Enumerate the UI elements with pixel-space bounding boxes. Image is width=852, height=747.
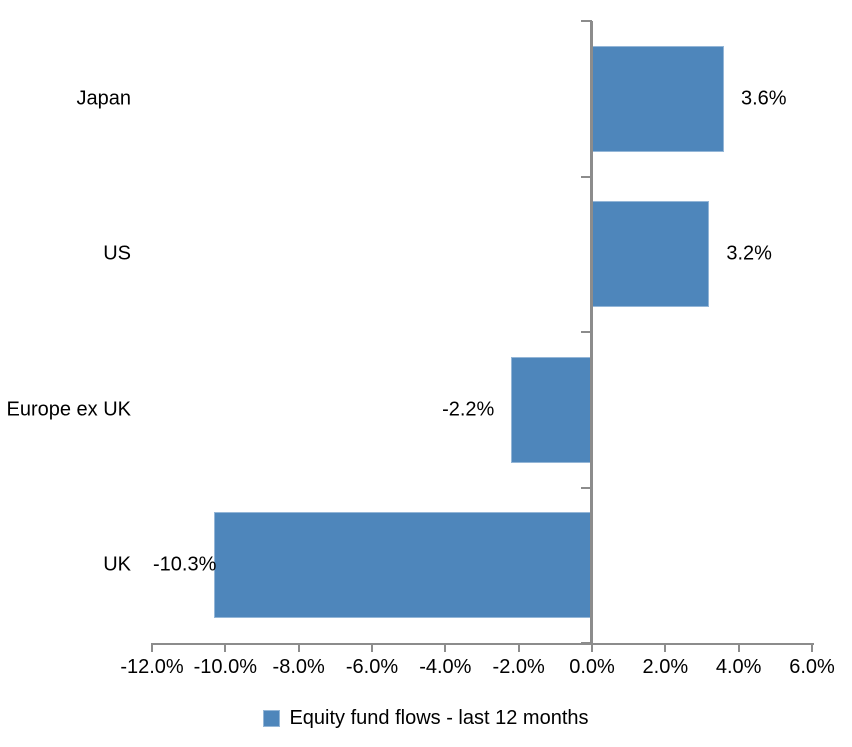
value-label-us: 3.2% <box>726 242 772 265</box>
x-axis-tick <box>224 643 227 652</box>
x-tick-label: -2.0% <box>492 656 545 678</box>
legend-color-swatch <box>263 710 281 727</box>
x-axis-tick <box>517 643 520 652</box>
x-axis-tick <box>737 643 740 652</box>
bar-us[interactable] <box>592 201 710 308</box>
category-axis-tick <box>581 486 592 489</box>
category-axis-tick <box>581 20 592 22</box>
x-tick-label: 2.0% <box>642 656 689 678</box>
x-tick-label: -10.0% <box>193 656 258 678</box>
x-axis-tick <box>444 643 447 652</box>
value-label-europe-ex-uk: -2.2% <box>442 398 495 421</box>
bar-europe-ex-uk[interactable] <box>511 356 592 463</box>
x-tick-label: -6.0% <box>345 656 399 678</box>
bar-japan[interactable] <box>592 45 724 152</box>
x-axis-tick <box>664 643 667 652</box>
legend-label: Equity fund flows - last 12 months <box>289 707 589 729</box>
category-axis-tick <box>581 331 592 333</box>
x-tick-label: 4.0% <box>715 656 762 678</box>
x-axis-tick <box>371 643 373 652</box>
category-label-europe-ex-uk: Europe ex UK <box>6 398 131 421</box>
x-axis-tick <box>151 643 153 652</box>
category-label-japan: Japan <box>76 87 132 110</box>
x-axis-tick <box>811 643 813 652</box>
x-tick-label: -12.0% <box>120 656 184 678</box>
category-label-uk: UK <box>103 553 131 576</box>
x-tick-label: 6.0% <box>789 656 835 678</box>
x-tick-label: -8.0% <box>272 656 325 678</box>
value-axis-zero-line <box>590 21 593 643</box>
value-label-uk: -10.3% <box>153 553 217 576</box>
category-label-us: US <box>103 242 131 265</box>
x-tick-label: 0.0% <box>569 656 615 678</box>
chart-legend[interactable]: Equity fund flows - last 12 months <box>0 707 852 730</box>
category-axis-tick <box>581 175 592 178</box>
category-axis-line <box>151 643 814 645</box>
x-axis-tick <box>297 643 300 652</box>
value-label-japan: 3.6% <box>741 87 787 110</box>
bar-uk[interactable] <box>214 512 592 619</box>
x-axis-tick <box>591 643 593 652</box>
x-tick-label: -4.0% <box>419 656 472 678</box>
